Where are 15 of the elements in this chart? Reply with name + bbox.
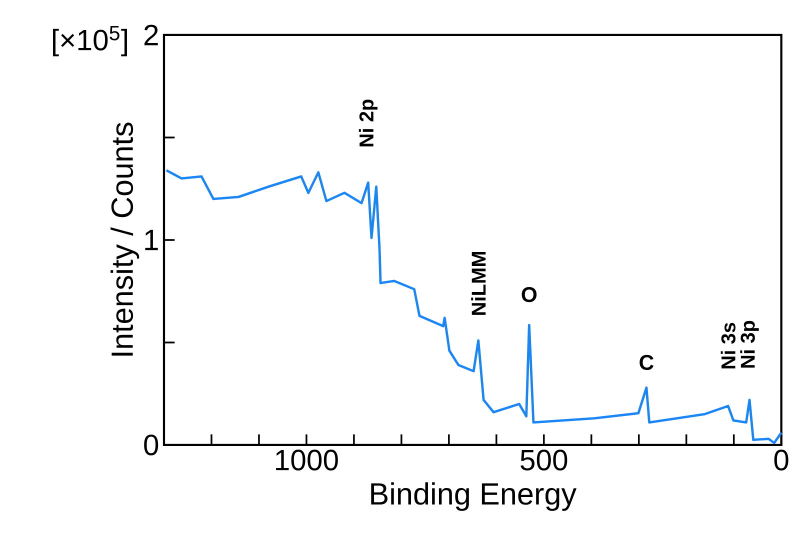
annotation: Ni 3p bbox=[740, 320, 759, 368]
x-tick-label: 0 bbox=[774, 450, 788, 470]
annotation: NiLMM bbox=[471, 252, 486, 315]
text: [×10$^{5}$] bbox=[53, 26, 127, 56]
x-tick-label: 1000 bbox=[276, 450, 338, 470]
y-tick-label: 1 bbox=[145, 230, 158, 250]
annotation: Ni 2p bbox=[358, 100, 378, 146]
y-tick-label: 2 bbox=[144, 24, 158, 46]
annotation: Ni 3s bbox=[720, 322, 736, 368]
y-tick-label: 0 bbox=[144, 434, 158, 456]
y-axis-title: Intensity / Counts bbox=[110, 122, 140, 356]
x-axis-title: Binding Energy bbox=[371, 482, 577, 511]
annotation: C bbox=[640, 354, 654, 370]
x-tick-label: 500 bbox=[520, 450, 568, 470]
annotation: O bbox=[522, 287, 537, 302]
